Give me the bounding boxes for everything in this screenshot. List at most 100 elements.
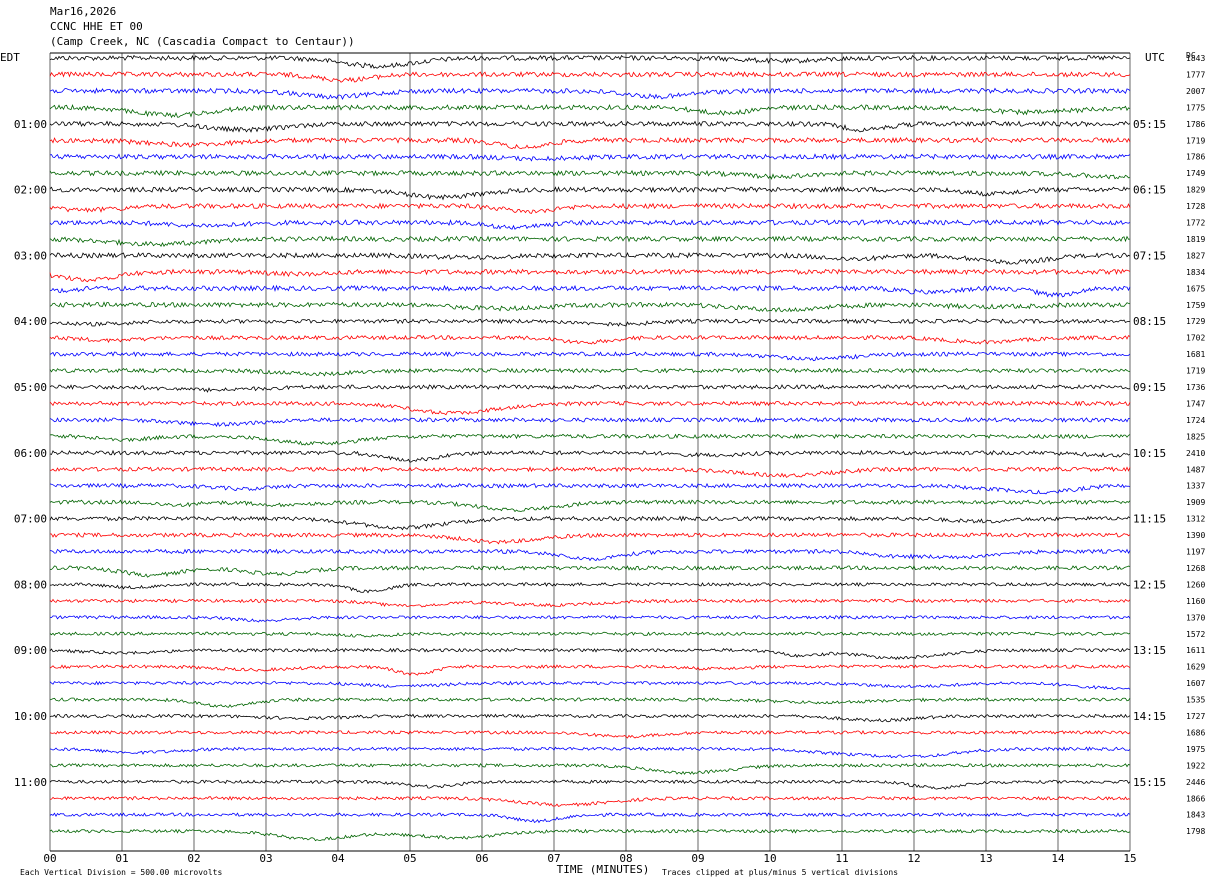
utc-hour-label: 12:15 [1133,578,1166,591]
dc-offset-label: 1834 [1186,268,1205,277]
seismic-trace [50,284,1131,298]
edt-hour-label: 06:00 [14,447,47,460]
seismic-trace [49,697,1131,708]
dc-offset-label: 2007 [1186,87,1205,96]
seismic-trace [49,631,1131,638]
seismic-trace [49,581,1131,594]
dc-offset-label: 1629 [1186,663,1205,672]
dc-offset-label: 1866 [1186,794,1205,803]
seismic-trace [49,565,1131,578]
x-tick-label: 11 [835,852,848,865]
seismic-trace [49,664,1131,677]
seismic-trace [49,449,1131,463]
dc-offset-label: 1747 [1186,399,1205,408]
x-tick-label: 14 [1051,852,1065,865]
dc-offset-label: 1729 [1186,317,1205,326]
dc-offset-label: 1312 [1186,515,1205,524]
seismic-trace [49,384,1131,393]
seismic-trace [49,318,1131,327]
seismic-trace [49,499,1131,513]
seismic-trace [49,532,1131,545]
seismic-trace [49,779,1131,790]
dc-offset-label: 1798 [1186,827,1205,836]
x-tick-label: 13 [979,852,992,865]
seismic-trace [49,614,1131,623]
edt-hour-label: 05:00 [14,381,47,394]
seismic-trace [49,416,1131,428]
seismic-trace [49,680,1131,690]
dc-offset-label: 1775 [1186,103,1205,112]
dc-offset-label: 1772 [1186,219,1205,228]
seismic-trace [49,482,1131,495]
seismic-trace [49,186,1131,201]
seismic-trace [49,367,1131,377]
x-tick-label: 12 [907,852,920,865]
dc-offset-label: 1702 [1186,334,1205,343]
dc-offset-label: 1728 [1186,202,1205,211]
dc-offset-label: 1197 [1186,548,1205,557]
seismic-trace [49,795,1131,807]
x-axis-title: TIME (MINUTES) [557,863,650,876]
seismic-trace [49,746,1131,759]
dc-offset-label: 1611 [1186,646,1205,655]
dc-offset-label: 1370 [1186,613,1205,622]
seismic-trace [49,218,1131,230]
dc-offset-label: 1487 [1186,465,1205,474]
seismic-trace [49,828,1131,842]
utc-hour-label: 11:15 [1133,513,1166,526]
dc-offset-label: 1843 [1186,54,1205,63]
seismic-trace [49,334,1131,345]
dc-offset-label: 1829 [1186,186,1205,195]
seismic-trace [49,598,1131,608]
seismic-trace [49,400,1131,416]
dc-offset-label: 1749 [1186,169,1205,178]
edt-hour-label: 03:00 [14,249,47,262]
dc-offset-label: 1843 [1186,811,1205,820]
dc-offset-label: 1160 [1186,597,1205,606]
edt-hour-label: 04:00 [14,315,47,328]
x-tick-label: 07 [547,852,560,865]
dc-offset-label: 1975 [1186,745,1205,754]
date-label: Mar16,2026 [50,5,117,18]
dc-offset-label: 1777 [1186,70,1205,79]
dc-offset-label: 1727 [1186,712,1205,721]
dc-offset-label: 1686 [1186,728,1205,737]
dc-offset-label: 1724 [1186,416,1205,425]
seismic-trace [49,301,1131,313]
dc-offset-label: 1675 [1186,284,1205,293]
dc-offset-label: 1390 [1186,531,1205,540]
seismic-trace [49,202,1131,214]
seismic-trace [49,433,1131,446]
utc-hour-label: 09:15 [1133,381,1166,394]
dc-offset-label: 2446 [1186,778,1205,787]
dc-offset-label: 1260 [1186,580,1205,589]
dc-offset-label: 1572 [1186,630,1205,639]
utc-hour-label: 08:15 [1133,315,1166,328]
dc-offset-label: 1819 [1186,235,1205,244]
dc-offset-label: 2410 [1186,449,1205,458]
seismic-trace [49,515,1131,531]
x-tick-label: 10 [763,852,776,865]
seismic-trace [49,235,1131,247]
x-tick-label: 04 [331,852,345,865]
seismic-trace [49,713,1131,723]
dc-offset-label: 1719 [1186,367,1205,376]
seismic-trace [49,351,1131,362]
seismic-trace [49,87,1131,100]
dc-offset-label: 1825 [1186,432,1205,441]
dc-offset-label: 1909 [1186,498,1205,507]
utc-axis-title: UTC [1145,51,1165,64]
seismic-trace [49,103,1131,119]
dc-offset-label: 1736 [1186,383,1205,392]
dc-offset-label: 1535 [1186,696,1205,705]
edt-hour-label: 01:00 [14,118,47,131]
dc-offset-label: 1719 [1186,136,1205,145]
utc-hour-label: 05:15 [1133,118,1166,131]
dc-column-title: DC [1186,51,1196,60]
utc-hour-label: 07:15 [1133,249,1166,262]
seismic-trace [49,136,1131,150]
dc-offset-label: 1786 [1186,153,1205,162]
seismic-trace [49,812,1131,824]
edt-hour-label: 10:00 [14,710,47,723]
utc-hour-label: 13:15 [1133,644,1166,657]
